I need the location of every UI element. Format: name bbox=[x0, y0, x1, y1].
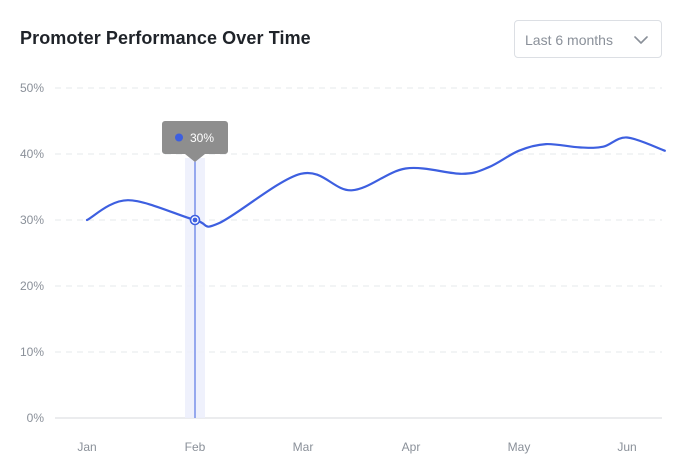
tooltip-box bbox=[162, 121, 228, 162]
x-tick-label: Jun bbox=[617, 440, 636, 454]
tooltip-value: 30% bbox=[190, 131, 214, 145]
y-tick-label: 10% bbox=[20, 345, 44, 359]
x-tick-label: Apr bbox=[402, 440, 421, 454]
series-line bbox=[85, 136, 666, 228]
tooltip: 30% bbox=[162, 121, 228, 162]
tooltip-series-dot bbox=[175, 133, 183, 142]
y-tick-label: 40% bbox=[20, 147, 44, 161]
date-range-select[interactable]: Last 6 months bbox=[514, 20, 662, 58]
x-tick-label: May bbox=[508, 440, 531, 454]
y-tick-label: 30% bbox=[20, 213, 44, 227]
x-tick-label: Feb bbox=[185, 440, 206, 454]
data-point-dot bbox=[192, 217, 198, 223]
y-tick-label: 20% bbox=[20, 279, 44, 293]
x-tick-label: Jan bbox=[77, 440, 96, 454]
chart-title: Promoter Performance Over Time bbox=[20, 28, 311, 48]
x-tick-label: Mar bbox=[293, 440, 314, 454]
y-tick-label: 50% bbox=[20, 81, 44, 95]
y-tick-label: 0% bbox=[27, 411, 45, 425]
chevron-down-icon bbox=[634, 36, 648, 44]
date-range-value: Last 6 months bbox=[525, 32, 613, 48]
